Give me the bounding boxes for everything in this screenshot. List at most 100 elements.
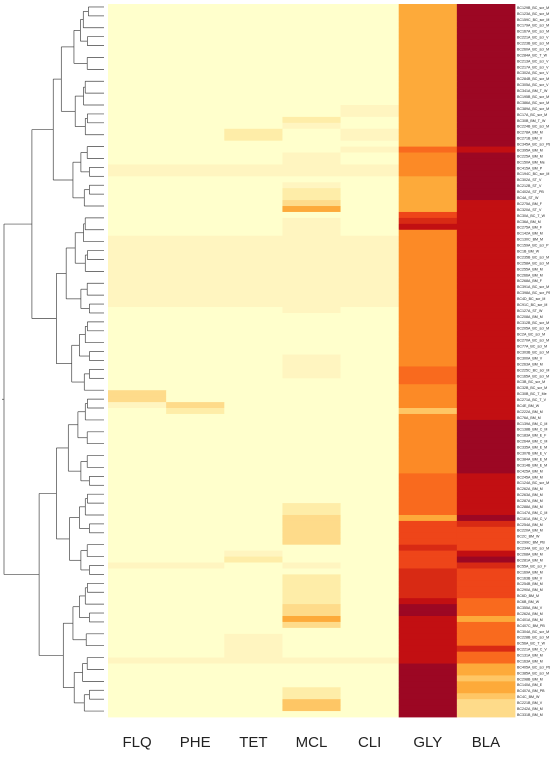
heatmap-cell: [456, 657, 516, 664]
row-label: BC4A_ST_W: [517, 196, 539, 200]
heatmap-cell: [456, 170, 516, 177]
heatmap-cell: [282, 9, 341, 17]
heatmap-cell: [340, 604, 400, 611]
heatmap-cell: [340, 562, 400, 569]
heatmap-cell: [282, 437, 341, 445]
heatmap-cell: [224, 182, 283, 189]
heatmap-cell: [456, 140, 516, 147]
heatmap-cell: [340, 574, 400, 581]
heatmap-cell: [340, 544, 400, 552]
heatmap-cell: [108, 669, 167, 676]
heatmap-cell: [456, 307, 516, 314]
heatmap-cell: [224, 39, 283, 46]
row-label: BC123A_BC_scr_M: [517, 12, 549, 16]
heatmap-cell: [108, 408, 167, 415]
heatmap-cell: [340, 200, 400, 207]
row-label: BC314B_BM_E_M: [517, 463, 547, 467]
row-label: BC223B_BC_scr_M: [517, 42, 549, 46]
heatmap-cell: [108, 402, 167, 409]
heatmap-cell: [398, 318, 458, 326]
heatmap-cell: [456, 526, 516, 534]
heatmap-cell: [456, 455, 516, 462]
heatmap-cell: [340, 33, 400, 41]
heatmap-cell: [456, 520, 516, 528]
row-label: BC221B_BM_V: [517, 701, 543, 705]
heatmap-cell: [108, 485, 167, 492]
heatmap-cell: [108, 176, 167, 183]
heatmap-cell: [398, 235, 458, 243]
heatmap-cell: [108, 45, 167, 52]
heatmap-cell: [166, 408, 225, 415]
heatmap-cell: [108, 188, 167, 195]
heatmap-cell: [166, 639, 225, 647]
heatmap-cell: [166, 485, 225, 492]
heatmap-cell: [166, 419, 225, 427]
heatmap-cell: [108, 342, 167, 350]
heatmap-cell: [224, 586, 283, 593]
heatmap-cell: [340, 372, 400, 379]
heatmap-cell: [108, 253, 167, 260]
heatmap-cell: [282, 568, 341, 575]
heatmap-cell: [398, 170, 458, 177]
heatmap-cell: [398, 431, 458, 439]
heatmap-cell: [340, 330, 400, 338]
heatmap-cell: [224, 342, 283, 350]
heatmap-cell: [224, 687, 283, 694]
heatmap-cell: [166, 295, 225, 302]
heatmap-cell: [398, 621, 458, 629]
heatmap-cell: [398, 402, 458, 409]
heatmap-cell: [224, 526, 283, 534]
heatmap-cell: [166, 99, 225, 106]
heatmap-cell: [166, 152, 225, 159]
heatmap-cell: [224, 633, 283, 641]
heatmap-cell: [166, 473, 225, 480]
heatmap-cell: [166, 366, 225, 373]
heatmap-cell: [340, 217, 400, 225]
heatmap-cell: [108, 128, 167, 136]
heatmap-cell: [398, 693, 458, 700]
heatmap-cell: [398, 544, 458, 552]
heatmap-cell: [340, 396, 400, 403]
heatmap-cell: [398, 33, 458, 41]
heatmap-cell: [340, 550, 400, 557]
heatmap-cell: [398, 568, 458, 575]
heatmap-cell: [166, 27, 225, 35]
heatmap-cell: [282, 467, 341, 474]
heatmap-cell: [456, 15, 516, 23]
heatmap-cell: [398, 277, 458, 284]
heatmap-cell: [456, 384, 516, 391]
heatmap-cell: [456, 289, 516, 296]
heatmap-cell: [166, 461, 225, 468]
heatmap-cell: [166, 164, 225, 171]
heatmap-cell: [456, 9, 516, 17]
heatmap-cell: [456, 99, 516, 106]
heatmap-cell: [398, 520, 458, 528]
heatmap-cell: [456, 45, 516, 52]
column-label: CLI: [358, 734, 381, 751]
heatmap-cell: [166, 9, 225, 17]
row-label: BC30A_BC_T_W: [517, 214, 546, 218]
heatmap-cell: [340, 485, 400, 492]
heatmap-cell: [108, 693, 167, 700]
heatmap-cell: [398, 342, 458, 350]
heatmap-cell: [224, 45, 283, 52]
heatmap-cell: [224, 473, 283, 480]
heatmap-cell: [340, 176, 400, 183]
row-label: BC312B_BC_scr_M: [517, 321, 549, 325]
heatmap-cell: [398, 705, 458, 712]
heatmap-cell: [166, 449, 225, 456]
heatmap-cell: [340, 699, 400, 706]
row-label: BC268A_BM_F: [517, 279, 543, 283]
row-label: BC159C_BC_scr_M: [517, 18, 549, 22]
row-label: BC341A_BM_T_W: [517, 89, 548, 93]
heatmap-cell: [456, 81, 516, 88]
heatmap-cell: [166, 651, 225, 658]
heatmap-cell: [108, 217, 167, 225]
row-label: BC386A_BC_scr_M: [517, 101, 549, 105]
heatmap-cell: [282, 610, 341, 617]
heatmap-cell: [108, 235, 167, 243]
heatmap-cell: [398, 289, 458, 296]
heatmap-cell: [340, 110, 400, 118]
row-label: BC271B_BM_V: [517, 137, 543, 141]
heatmap-cell: [108, 116, 167, 124]
